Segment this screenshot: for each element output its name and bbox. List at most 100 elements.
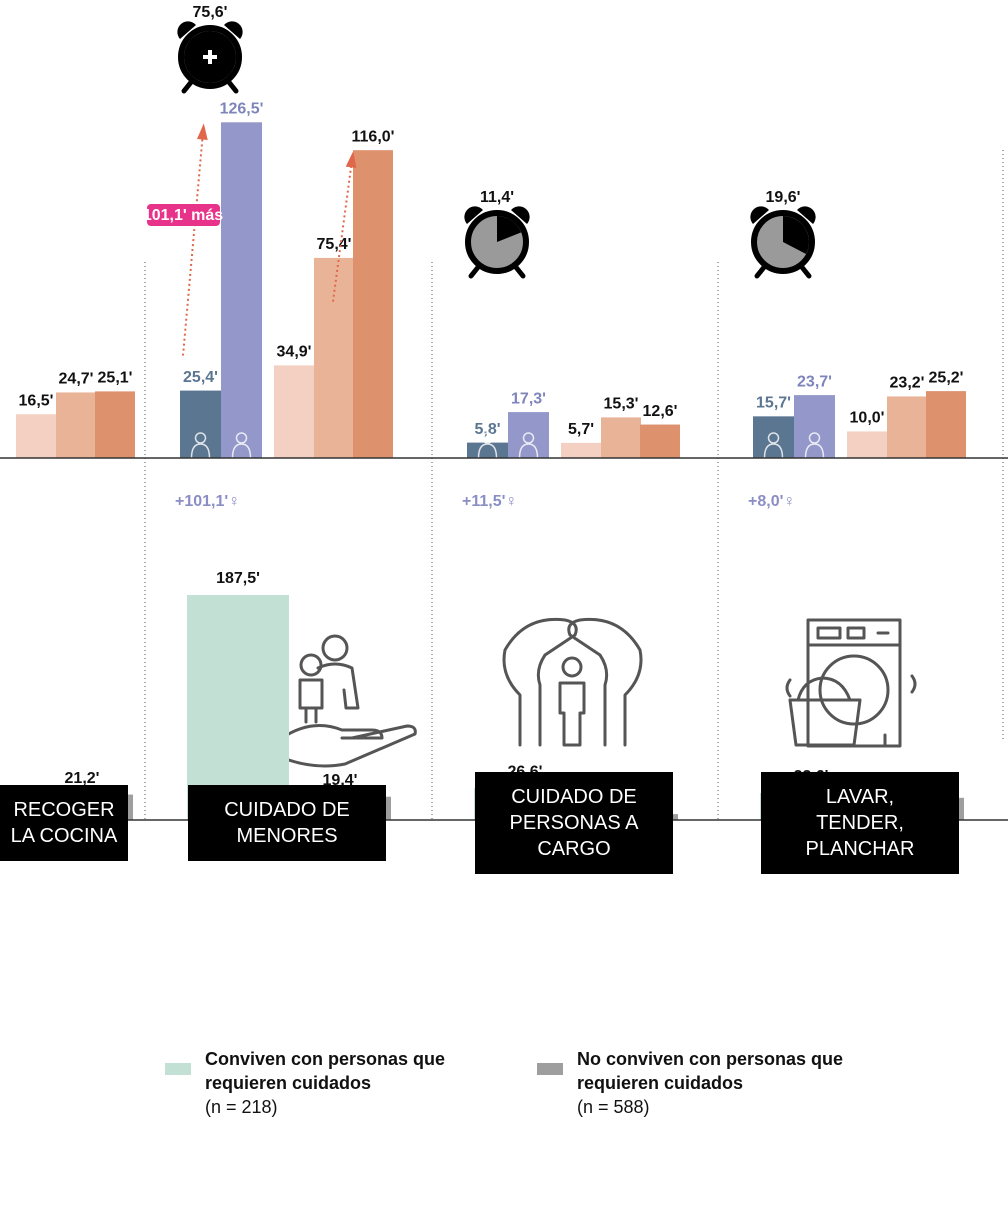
value-label: 116,0' <box>352 128 395 145</box>
bar <box>561 442 601 458</box>
clock-legs <box>468 263 526 279</box>
difference-label: +8,0'♀ <box>748 493 795 510</box>
person-head <box>194 432 207 444</box>
annotation-box <box>147 204 220 226</box>
bar <box>467 442 508 458</box>
person-body <box>518 443 539 459</box>
arrow-line <box>182 132 204 356</box>
person-body <box>763 443 784 459</box>
icon-care-hands <box>502 617 643 747</box>
clock-bells <box>750 206 816 224</box>
bar <box>508 412 549 458</box>
person-head <box>481 432 494 444</box>
bar <box>274 365 314 458</box>
value-label: 21,2' <box>65 770 100 787</box>
value-label: 16,5' <box>19 392 54 409</box>
bar <box>640 424 680 458</box>
category-text: RECOGER LA COCINA <box>10 799 118 847</box>
value-label: 25,4' <box>183 369 218 386</box>
clock-label: 75,6' <box>193 4 228 21</box>
value-label: 23,7' <box>797 373 832 390</box>
bar <box>794 395 835 458</box>
bar <box>847 431 887 458</box>
person-icon <box>804 432 825 459</box>
arrow-head <box>196 123 208 140</box>
bar <box>180 390 221 458</box>
clock-label: 19,6' <box>766 189 801 206</box>
bar <box>56 392 96 458</box>
legend-name: Conviven con personas que requieren cuid… <box>205 1049 446 1093</box>
category-label: CUIDADO DE PERSONAS A CARGO <box>475 772 673 874</box>
clock-bells <box>464 206 530 224</box>
legend-sample: (n = 218) <box>205 1097 278 1117</box>
legend-sample: (n = 588) <box>577 1097 650 1117</box>
value-label: 126,5' <box>220 101 264 118</box>
value-label: 75,4' <box>317 236 352 253</box>
clock-bells <box>177 21 243 39</box>
person-body <box>477 443 498 459</box>
bar <box>601 417 641 458</box>
person-icon <box>477 432 498 459</box>
arrow-line <box>332 160 353 302</box>
bar <box>314 257 354 458</box>
annotation: 101,1' más <box>143 207 223 224</box>
person-body <box>804 443 825 459</box>
clock-wedge <box>783 216 810 255</box>
value-label: 15,7' <box>756 395 791 412</box>
category-label: CUIDADO DE MENORES <box>188 785 386 861</box>
value-label: 25,2' <box>929 369 964 386</box>
bar <box>16 414 56 458</box>
person-head <box>235 432 248 444</box>
clock-legs <box>181 78 239 94</box>
value-label: 24,7' <box>59 371 94 388</box>
bar <box>221 122 262 459</box>
legend-name: No conviven con personas que requieren c… <box>577 1049 844 1093</box>
clock-wedge <box>497 216 522 242</box>
clock-plus <box>203 50 217 64</box>
category-label: RECOGER LA COCINA <box>0 785 128 861</box>
clock <box>464 206 530 279</box>
category-text: LAVAR, TENDER, PLANCHAR <box>805 786 915 860</box>
person-icon <box>190 432 211 459</box>
value-label: 187,5' <box>216 570 260 587</box>
value-label: 12,6' <box>643 403 678 420</box>
category-text: CUIDADO DE PERSONAS A CARGO <box>509 786 639 860</box>
value-label: 23,2' <box>890 375 925 392</box>
person-head <box>808 432 821 444</box>
person-head <box>767 432 780 444</box>
person-icon <box>518 432 539 459</box>
bar <box>887 396 927 458</box>
icon-washing-machine <box>785 618 917 748</box>
legend-swatch <box>537 1063 563 1075</box>
bar <box>353 150 393 458</box>
difference-label: +11,5'♀ <box>462 493 517 510</box>
value-label: 15,3' <box>604 396 639 413</box>
bar <box>926 391 966 458</box>
clock <box>177 21 243 94</box>
category-label: LAVAR, TENDER, PLANCHAR <box>761 772 959 874</box>
legend-swatch <box>165 1063 191 1075</box>
bar <box>753 416 794 458</box>
person-icon <box>763 432 784 459</box>
value-label: 19,4' <box>323 772 358 789</box>
value-label: 25,1' <box>98 370 133 387</box>
clock-label: 11,4' <box>480 189 514 206</box>
value-label: 5,8' <box>474 421 500 438</box>
legend-entry: Conviven con personas que requieren cuid… <box>205 1047 475 1119</box>
person-icon <box>231 432 252 459</box>
clock-legs <box>754 263 812 279</box>
category-text: CUIDADO DE MENORES <box>224 799 350 847</box>
value-label: 10,0' <box>850 410 885 427</box>
person-head <box>522 432 535 444</box>
value-label: 34,9' <box>277 344 312 361</box>
person-body <box>190 443 211 459</box>
clock <box>750 206 816 279</box>
arrow-head <box>345 151 357 169</box>
person-body <box>231 443 252 459</box>
legend-entry: No conviven con personas que requieren c… <box>577 1047 847 1119</box>
bar <box>187 595 289 820</box>
bar <box>95 391 135 458</box>
difference-label: +101,1'♀ <box>175 493 240 510</box>
